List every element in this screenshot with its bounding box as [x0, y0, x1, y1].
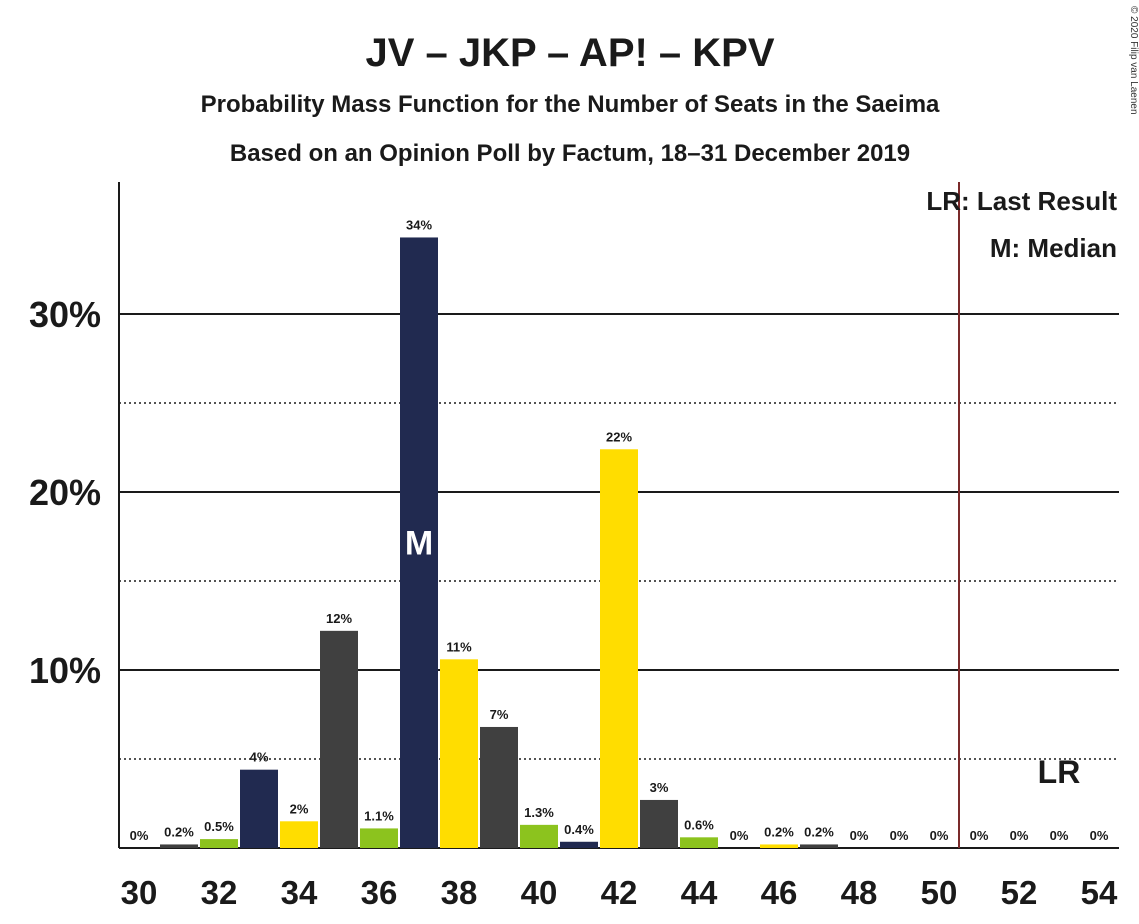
x-tick-label: 42 [601, 874, 638, 911]
bar-seat-40 [520, 824, 558, 848]
x-tick-label: 44 [681, 874, 718, 911]
data-label-seat-47: 0.2% [804, 824, 834, 839]
annotations: LR M [405, 182, 1080, 848]
legend-median: M: Median [990, 233, 1117, 263]
bar-seat-46 [760, 844, 798, 848]
data-label-seat-44: 0.6% [684, 817, 714, 832]
data-label-seat-43: 3% [650, 780, 669, 795]
data-label-seat-42: 22% [606, 429, 632, 444]
last-result-marker: LR [1038, 754, 1081, 790]
x-tick-label: 54 [1081, 874, 1118, 911]
legend-last-result: LR: Last Result [926, 186, 1117, 216]
bar-seat-44 [680, 837, 718, 848]
chart-subtitle: Probability Mass Function for the Number… [201, 91, 940, 118]
x-tick-label: 30 [121, 874, 158, 911]
x-tick-label: 50 [921, 874, 958, 911]
x-tick-label: 40 [521, 874, 558, 911]
data-label-seat-35: 12% [326, 611, 352, 626]
x-tick-label: 48 [841, 874, 878, 911]
x-tick-label: 38 [441, 874, 478, 911]
x-tick-label: 36 [361, 874, 398, 911]
data-label-seat-49: 0% [890, 828, 909, 843]
data-label-seat-39: 7% [490, 707, 509, 722]
data-label-seat-30: 0% [130, 828, 149, 843]
bar-seat-38 [440, 659, 478, 848]
y-tick-label: 10% [29, 650, 101, 691]
data-label-seat-48: 0% [850, 828, 869, 843]
median-marker: M [405, 525, 433, 563]
data-label-seat-52: 0% [1010, 828, 1029, 843]
bar-seat-41 [560, 841, 598, 848]
bar-seat-31 [160, 844, 198, 848]
y-tick-label: 20% [29, 472, 101, 513]
bar-seat-42 [600, 449, 638, 848]
data-label-seat-41: 0.4% [564, 822, 594, 837]
data-label-seat-50: 0% [930, 828, 949, 843]
data-label-seat-54: 0% [1090, 828, 1109, 843]
x-tick-label: 34 [281, 874, 318, 911]
chart-title: JV – JKP – AP! – KPV [365, 31, 774, 75]
bar-seat-43 [640, 799, 678, 848]
bars [160, 237, 838, 848]
data-label-seat-51: 0% [970, 828, 989, 843]
y-tick-label: 30% [29, 294, 101, 335]
axis-ticks: 10% 20% 30% 30 32 34 36 38 40 42 44 46 48 50 52 54 [29, 294, 1118, 911]
x-tick-label: 32 [201, 874, 238, 911]
bar-seat-33 [240, 769, 278, 848]
bar-seat-36 [360, 828, 398, 848]
chart-subtitle-poll: Based on an Opinion Poll by Factum, 18–3… [230, 140, 910, 167]
copyright-note: © 2020 Filip van Laenen [1128, 6, 1139, 115]
data-label-seat-34: 2% [290, 801, 309, 816]
data-label-seat-46: 0.2% [764, 824, 794, 839]
x-tick-label: 52 [1001, 874, 1038, 911]
data-labels: 0% 0.2% 0.5% 4% 2% 12% 1.1% 34% 11% 7% 1.3% 0.4% 22%… [130, 217, 1109, 843]
bar-seat-39 [480, 726, 518, 848]
bar-seat-32 [200, 839, 238, 848]
bar-seat-34 [280, 821, 318, 848]
data-label-seat-38: 11% [446, 639, 472, 654]
data-label-seat-31: 0.2% [164, 824, 194, 839]
data-label-seat-36: 1.1% [364, 808, 394, 823]
x-tick-label: 46 [761, 874, 798, 911]
data-label-seat-40: 1.3% [524, 805, 554, 820]
bar-seat-35 [320, 630, 358, 848]
data-label-seat-45: 0% [730, 828, 749, 843]
bar-seat-37 [400, 237, 438, 848]
data-label-seat-37: 34% [406, 217, 432, 232]
data-label-seat-53: 0% [1050, 828, 1069, 843]
data-label-seat-33: 4% [250, 750, 269, 765]
bar-seat-47 [800, 844, 838, 848]
data-label-seat-32: 0.5% [204, 819, 234, 834]
